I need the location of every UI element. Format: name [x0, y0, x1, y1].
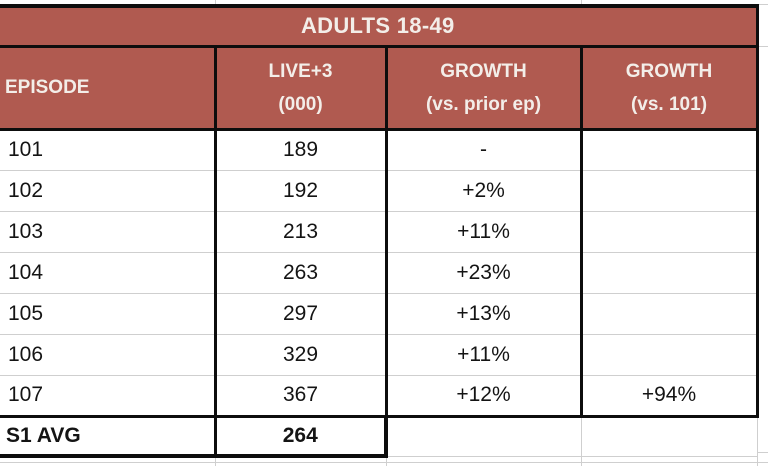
- growth-prior-cell[interactable]: +11%: [386, 211, 583, 253]
- growth-vs101-cell[interactable]: [581, 293, 759, 335]
- table-row: 104 263 +23%: [0, 252, 759, 294]
- col-header-growth-vs101-line1: GROWTH: [625, 60, 713, 82]
- growth-prior-cell[interactable]: +13%: [386, 293, 583, 335]
- episode-cell[interactable]: 101: [0, 129, 217, 171]
- col-header-growth-prior-line1: GROWTH: [440, 60, 527, 82]
- growth-prior-cell[interactable]: +2%: [386, 170, 583, 212]
- live3-cell[interactable]: 297: [215, 293, 388, 335]
- growth-vs101-cell[interactable]: +94%: [581, 375, 759, 418]
- table-title-cell[interactable]: ADULTS 18-49: [0, 4, 759, 48]
- live3-cell[interactable]: 213: [215, 211, 388, 253]
- growth-prior-cell[interactable]: -: [386, 129, 583, 171]
- episode-cell[interactable]: 107: [0, 375, 217, 418]
- live3-cell[interactable]: 367: [215, 375, 388, 418]
- table-row: 101 189-: [0, 129, 759, 171]
- table-row: 107 367 +12% +94%: [0, 375, 759, 418]
- episode-cell[interactable]: 106: [0, 334, 217, 376]
- episode-cell[interactable]: 102: [0, 170, 217, 212]
- summary-row: S1 AVG 264: [0, 416, 758, 458]
- episode-cell[interactable]: 104: [0, 252, 217, 294]
- growth-vs101-cell[interactable]: [581, 129, 759, 171]
- gridline: [581, 454, 582, 466]
- col-header-episode[interactable]: EPISODE: [0, 46, 217, 131]
- live3-cell[interactable]: 192: [215, 170, 388, 212]
- gridline: [0, 462, 768, 463]
- growth-vs101-cell[interactable]: [581, 252, 759, 294]
- gridline: [757, 452, 768, 453]
- col-header-episode-label: EPISODE: [5, 77, 90, 98]
- gridline: [386, 454, 387, 466]
- episode-cell[interactable]: 105: [0, 293, 217, 335]
- episode-cell[interactable]: 103: [0, 211, 217, 253]
- table-row: 103 213 +11%: [0, 211, 759, 253]
- growth-prior-cell[interactable]: +12%: [386, 375, 583, 418]
- live3-cell[interactable]: 329: [215, 334, 388, 376]
- gridline: [757, 46, 768, 47]
- growth-vs101-cell[interactable]: [581, 334, 759, 376]
- gridline: [215, 0, 216, 4]
- live3-cell[interactable]: 189: [215, 129, 388, 171]
- col-header-growth-vs101[interactable]: GROWTH (vs. 101): [581, 46, 759, 131]
- ratings-table: ADULTS 18-49 EPISODE LIVE+3 (000) GROWTH…: [0, 4, 759, 458]
- gridline: [215, 454, 216, 466]
- gridline: [581, 0, 582, 4]
- summary-live3-cell[interactable]: 264: [215, 416, 388, 458]
- col-header-growth-vs101-line2: (vs. 101): [630, 93, 708, 115]
- col-header-growth-prior-line2: (vs. prior ep): [425, 93, 542, 115]
- col-header-live3-line1: LIVE+3: [268, 60, 333, 82]
- summary-growth-prior-cell[interactable]: [386, 416, 582, 457]
- live3-cell[interactable]: 263: [215, 252, 388, 294]
- summary-label-cell[interactable]: S1 AVG: [0, 416, 217, 458]
- col-header-live3[interactable]: LIVE+3 (000): [215, 46, 388, 131]
- col-header-growth-prior[interactable]: GROWTH (vs. prior ep): [386, 46, 583, 131]
- table-row: 106 329 +11%: [0, 334, 759, 376]
- table-row: 105 297 +13%: [0, 293, 759, 335]
- summary-growth-vs101-cell[interactable]: [581, 416, 758, 457]
- growth-prior-cell[interactable]: +11%: [386, 334, 583, 376]
- gridline: [757, 4, 768, 5]
- growth-vs101-cell[interactable]: [581, 211, 759, 253]
- gridline: [757, 454, 758, 466]
- episode-rows: 101 189-102 192 +2% 103 213 +11% 104 263 +23% 105 2…: [0, 129, 759, 418]
- table-row: 102 192 +2%: [0, 170, 759, 212]
- growth-prior-cell[interactable]: +23%: [386, 252, 583, 294]
- col-header-live3-line2: (000): [278, 93, 323, 115]
- growth-vs101-cell[interactable]: [581, 170, 759, 212]
